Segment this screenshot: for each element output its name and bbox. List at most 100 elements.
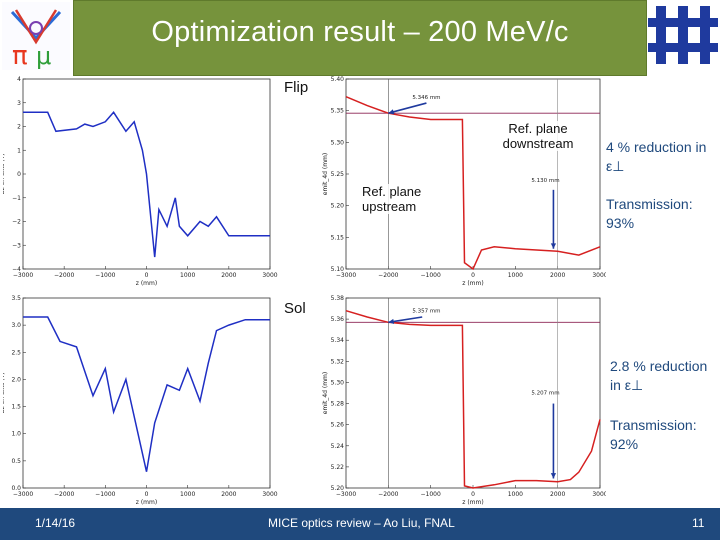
x-tick-label: 1000 <box>180 491 195 498</box>
footer-bar <box>0 508 720 540</box>
y-tick-label: 0.0 <box>11 485 21 492</box>
y-tick-label: 5.30 <box>331 379 345 386</box>
sol-label: Sol <box>284 300 306 317</box>
y-tick-label: 5.35 <box>331 108 345 115</box>
y-tick-label: 5.24 <box>331 443 345 450</box>
y-tick-label: 3.5 <box>11 295 21 302</box>
x-tick-label: −3000 <box>336 491 356 498</box>
y-tick-label: 5.25 <box>331 171 345 178</box>
footer-center: MICE optics review – Ao Liu, FNAL <box>268 516 455 530</box>
x-tick-label: −2000 <box>378 491 398 498</box>
x-axis-label: z (mm) <box>136 280 157 287</box>
title-bar <box>73 0 647 76</box>
y-tick-label: 5.32 <box>331 358 345 365</box>
annotation-arrowhead <box>550 243 557 249</box>
x-tick-label: −1000 <box>421 491 441 498</box>
footer-date: 1/14/16 <box>35 516 76 530</box>
x-tick-label: 1000 <box>508 491 523 498</box>
flip-reduction-note: 4 % reduction in ε⊥ <box>606 139 707 174</box>
y-tick-label: 5.40 <box>331 76 345 83</box>
y-tick-label: 3 <box>17 100 21 107</box>
x-tick-label: −1000 <box>421 272 441 279</box>
x-tick-label: 0 <box>471 272 475 279</box>
x-tick-label: −2000 <box>54 272 74 279</box>
y-tick-label: 2.5 <box>11 349 21 356</box>
flip-bz-plot: −3000 −2000 −1000 0 1000 2000 3000 −4 −3 −2 −1 0 1 2 3… <box>3 76 278 287</box>
y-tick-label: 0.5 <box>11 458 21 465</box>
x-tick-label: 0 <box>145 491 149 498</box>
y-tick-label: −3 <box>12 242 21 249</box>
x-tick-label: 0 <box>145 272 149 279</box>
y-tick-label: 5.20 <box>331 203 345 210</box>
flip-emit-plot: −3000 −2000 −1000 0 1000 2000 3000 5.10 5.15 5.20… <box>322 76 606 287</box>
annotation-label: 5.207 mm <box>531 391 559 397</box>
ref-plane-downstream-label: Ref. plane downstream <box>488 121 588 151</box>
x-tick-label: 3000 <box>262 491 277 498</box>
y-tick-label: 5.28 <box>331 401 345 408</box>
x-tick-label: 2000 <box>221 491 236 498</box>
sol-transmission-note: Transmission: 92% <box>610 417 697 452</box>
annotation-arrowhead <box>550 473 557 479</box>
flip-transmission-note: Transmission: 93% <box>606 196 693 231</box>
x-tick-label: 1000 <box>180 272 195 279</box>
annotation-arrowhead <box>388 109 395 115</box>
y-tick-label: 2.0 <box>11 376 21 383</box>
x-axis-label: z (mm) <box>462 280 483 287</box>
y-tick-label: −4 <box>12 266 21 273</box>
y-tick-label: 5.30 <box>331 139 345 146</box>
fermilab-logo <box>648 6 718 64</box>
y-axis-label: emit_4d (mm) <box>322 372 329 414</box>
sol-bz-plot: −3000 −2000 −1000 0 1000 2000 3000 0.0 0.5 1.0 1.5… <box>3 295 278 506</box>
x-tick-label: −3000 <box>336 272 356 279</box>
x-tick-label: 3000 <box>592 272 606 279</box>
x-tick-label: 2000 <box>550 491 565 498</box>
x-tick-label: −2000 <box>54 491 74 498</box>
x-tick-label: −3000 <box>13 491 33 498</box>
x-tick-label: −3000 <box>13 272 33 279</box>
series-line <box>345 309 601 489</box>
annotation-label: 5.357 mm <box>412 308 440 314</box>
y-tick-label: 5.26 <box>331 422 345 429</box>
y-tick-label: 5.22 <box>331 464 345 471</box>
mice-logo: π μ <box>2 2 70 70</box>
x-tick-label: 2000 <box>550 272 565 279</box>
plot-frame <box>345 78 601 270</box>
x-tick-label: 3000 <box>262 272 277 279</box>
ref-plane-upstream-label: Ref. plane upstream <box>362 184 438 214</box>
svg-text:μ: μ <box>36 42 51 70</box>
x-axis-label: z (mm) <box>136 499 157 506</box>
y-tick-label: 1 <box>17 147 21 154</box>
page-title: Optimization result – 200 MeV/c <box>151 16 569 48</box>
x-tick-label: −1000 <box>95 272 115 279</box>
x-axis-label: z (mm) <box>462 499 483 506</box>
y-tick-label: 1.5 <box>11 404 21 411</box>
x-tick-label: −1000 <box>95 491 115 498</box>
y-tick-label: 2 <box>17 124 21 131</box>
annotation-label: 5.130 mm <box>531 178 559 184</box>
series-line <box>23 111 270 258</box>
annotation-arrow <box>388 316 423 324</box>
plot-frame <box>345 297 601 489</box>
y-axis-label: Bz on-axis (T) <box>3 153 6 194</box>
svg-text:π: π <box>12 41 28 70</box>
annotation-label: 5.346 mm <box>412 95 440 101</box>
y-tick-label: 5.15 <box>331 234 345 241</box>
y-tick-label: 5.20 <box>331 485 345 492</box>
y-tick-label: −2 <box>12 219 21 226</box>
y-tick-label: 5.10 <box>331 266 345 273</box>
series-line <box>23 316 270 472</box>
flip-label: Flip <box>284 79 309 96</box>
plot-frame <box>22 297 271 489</box>
y-tick-label: −1 <box>12 195 21 202</box>
y-axis-label: emit_4d (mm) <box>322 153 329 195</box>
y-tick-label: 3.0 <box>11 322 21 329</box>
series-line <box>345 96 601 271</box>
y-tick-label: 0 <box>17 171 21 178</box>
y-tick-label: 5.38 <box>331 295 345 302</box>
sol-emit-plot: −3000 −2000 −1000 0 1000 2000 3000 5.20 5.22 5.24… <box>322 295 606 506</box>
y-tick-label: 1.0 <box>11 431 21 438</box>
annotation-arrowhead <box>388 318 395 325</box>
sol-reduction-note: 2.8 % reduction in ε⊥ <box>610 358 708 393</box>
y-tick-label: 5.34 <box>331 337 345 344</box>
x-tick-label: 3000 <box>592 491 606 498</box>
